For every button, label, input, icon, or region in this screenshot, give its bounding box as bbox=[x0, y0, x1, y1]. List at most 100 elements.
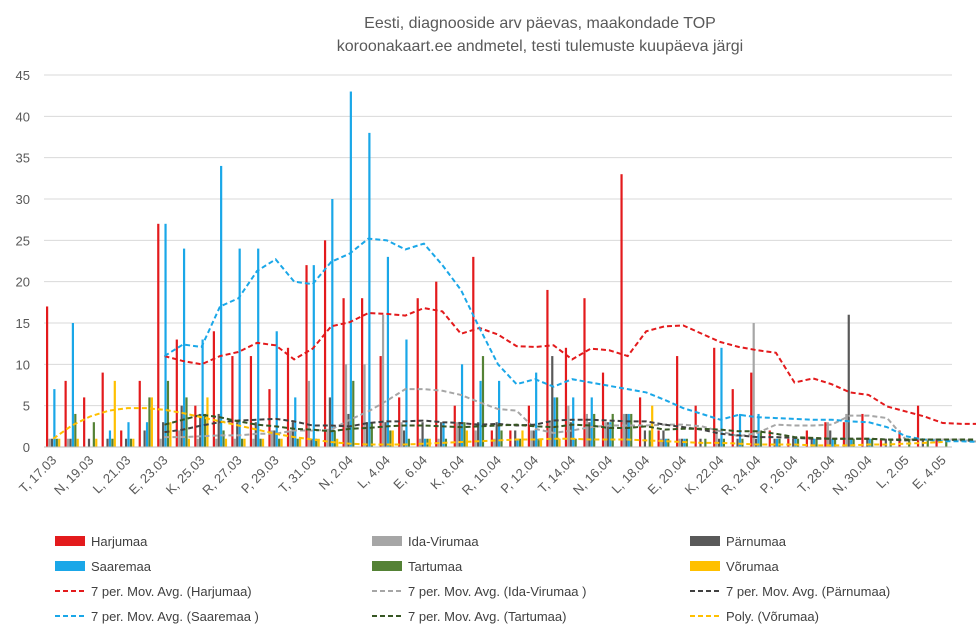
bar bbox=[643, 430, 647, 447]
legend-label: 7 per. Mov. Avg. (Harjumaa) bbox=[91, 584, 252, 599]
bar bbox=[792, 438, 795, 447]
bar bbox=[55, 438, 58, 447]
bar bbox=[664, 438, 667, 447]
x-tick-label: E, 23.03 bbox=[126, 453, 171, 498]
bar bbox=[240, 438, 244, 447]
bar bbox=[572, 397, 575, 447]
bar bbox=[257, 248, 260, 447]
bar bbox=[361, 298, 364, 447]
bar bbox=[215, 438, 218, 447]
bar bbox=[810, 438, 813, 447]
bar bbox=[368, 132, 371, 447]
bar bbox=[622, 413, 626, 447]
bar bbox=[310, 438, 313, 447]
bar bbox=[829, 430, 832, 447]
chart-title-line-1: Eesti, diagnooside arv päevas, maakondad… bbox=[364, 15, 716, 32]
bar bbox=[678, 438, 681, 447]
bar bbox=[305, 265, 308, 447]
legend-swatch bbox=[372, 536, 402, 546]
bars bbox=[46, 91, 948, 447]
bar bbox=[66, 438, 70, 447]
legend-label: 7 per. Mov. Avg. (Pärnumaa) bbox=[726, 584, 890, 599]
bar bbox=[386, 256, 390, 447]
trend-lines bbox=[52, 237, 976, 447]
bar bbox=[416, 298, 419, 447]
bar bbox=[370, 422, 373, 447]
bar bbox=[312, 265, 315, 447]
bar bbox=[92, 422, 95, 447]
bar bbox=[381, 314, 385, 447]
bar bbox=[143, 430, 146, 447]
bar bbox=[405, 339, 408, 447]
bar bbox=[871, 438, 874, 447]
bar bbox=[850, 438, 853, 447]
bar bbox=[83, 397, 86, 447]
x-tick-label: R, 27.03 bbox=[199, 453, 244, 498]
x-tick-label: E, 4.05 bbox=[909, 453, 949, 493]
bar bbox=[852, 438, 855, 447]
bar bbox=[336, 438, 339, 447]
bar bbox=[342, 298, 345, 447]
bar bbox=[752, 323, 755, 447]
bar bbox=[363, 364, 366, 447]
bar bbox=[551, 356, 554, 447]
bar bbox=[407, 438, 410, 447]
bar bbox=[106, 438, 109, 447]
x-tick-label: N, 30.04 bbox=[829, 453, 874, 498]
y-tick-label: 20 bbox=[16, 275, 30, 290]
legend-label: Saaremaa bbox=[91, 559, 152, 574]
bar bbox=[299, 438, 302, 447]
bar bbox=[833, 438, 837, 447]
bar bbox=[868, 438, 871, 447]
bar bbox=[187, 438, 191, 447]
legend-label: 7 per. Mov. Avg. (Ida-Virumaa ) bbox=[408, 584, 586, 599]
x-tick-label: L, 21.03 bbox=[90, 453, 134, 497]
bar bbox=[842, 422, 846, 447]
bar bbox=[704, 438, 707, 447]
bar bbox=[593, 413, 596, 447]
bar bbox=[465, 430, 468, 447]
legend-swatch bbox=[372, 561, 402, 571]
bar bbox=[365, 422, 369, 447]
bar bbox=[349, 91, 352, 447]
bar bbox=[212, 331, 215, 447]
bar bbox=[463, 422, 466, 447]
bar bbox=[203, 413, 207, 447]
bar bbox=[138, 380, 141, 447]
x-tick-label: R, 24.04 bbox=[718, 453, 763, 498]
bar bbox=[583, 298, 586, 447]
trend-line bbox=[163, 237, 976, 443]
bar bbox=[166, 380, 170, 447]
x-tick-label: N, 2.04 bbox=[316, 453, 356, 493]
legend-swatch bbox=[690, 536, 720, 546]
x-tick-label: K, 22.04 bbox=[682, 453, 727, 498]
bar bbox=[238, 248, 241, 447]
bar bbox=[194, 405, 197, 447]
legend-label: Võrumaa bbox=[726, 559, 780, 574]
bar bbox=[474, 430, 477, 447]
trend-line bbox=[52, 407, 943, 447]
bar bbox=[164, 223, 167, 447]
bar bbox=[347, 413, 350, 447]
bar bbox=[460, 364, 464, 447]
bar bbox=[453, 405, 456, 447]
bar bbox=[731, 389, 734, 447]
bar bbox=[926, 438, 929, 447]
bar bbox=[273, 430, 276, 447]
bar bbox=[169, 422, 172, 447]
bar bbox=[101, 372, 104, 447]
gridlines bbox=[44, 74, 952, 448]
bar bbox=[291, 422, 294, 447]
y-tick-label: 10 bbox=[16, 357, 30, 372]
bar bbox=[58, 438, 61, 447]
bar bbox=[249, 356, 253, 447]
bar bbox=[74, 413, 77, 447]
bar bbox=[233, 438, 236, 447]
bar bbox=[490, 430, 493, 447]
bar bbox=[53, 389, 56, 447]
bar bbox=[627, 413, 630, 447]
bar bbox=[826, 422, 829, 447]
bar bbox=[148, 397, 151, 447]
legend-label: 7 per. Mov. Avg. (Saaremaa ) bbox=[91, 609, 259, 624]
bar bbox=[259, 438, 262, 447]
